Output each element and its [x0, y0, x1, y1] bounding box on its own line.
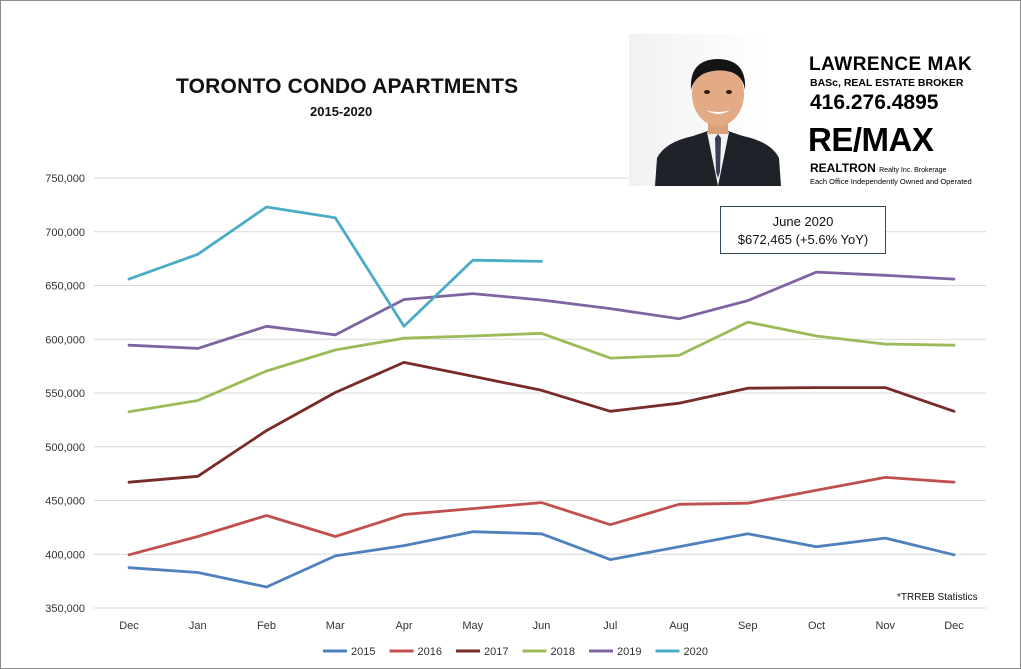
brand-subtitle: REALTRON Realty Inc. Brokerage [810, 161, 946, 175]
agent-photo [655, 59, 781, 186]
y-tick-label: 350,000 [45, 603, 85, 615]
x-tick-label: Feb [257, 620, 276, 632]
series-line-2018 [127, 320, 956, 414]
x-tick-label: Dec [119, 620, 139, 632]
series-lines [127, 205, 956, 589]
y-axis-ticks: 350,000 400,000 450,000 500,000 550,000 600,0… [45, 173, 85, 615]
y-tick-label: 400,000 [45, 549, 85, 561]
legend-label-2017: 2017 [484, 646, 508, 658]
x-tick-label: Jan [189, 620, 207, 632]
x-tick-label: Jun [533, 620, 551, 632]
y-tick-label: 750,000 [45, 173, 85, 185]
legend-label-2016: 2016 [418, 646, 442, 658]
series-line-2017 [127, 360, 956, 484]
legend-label-2015: 2015 [351, 646, 375, 658]
y-tick-label: 650,000 [45, 281, 85, 293]
callout-line-2: $672,465 (+5.6% YoY) [737, 232, 869, 247]
agent-phone: 416.276.4895 [810, 91, 939, 114]
callout-box: June 2020 $672,465 (+5.6% YoY) [720, 206, 886, 254]
x-tick-label: Mar [326, 620, 345, 632]
legend-label-2019: 2019 [617, 646, 641, 658]
brand-subtitle-small: Realty Inc. Brokerage [879, 167, 947, 174]
series-line-2019 [127, 270, 956, 350]
agent-credentials: BASc, REAL ESTATE BROKER [810, 77, 964, 89]
chart-subtitle: 2015-2020 [310, 104, 373, 119]
y-tick-label: 600,000 [45, 334, 85, 346]
brand-tagline: Each Office Independently Owned and Oper… [810, 177, 972, 186]
y-tick-label: 700,000 [45, 227, 85, 239]
legend: 2015 2016 2017 2018 2019 2020 [323, 646, 708, 658]
x-tick-label: Dec [944, 620, 964, 632]
x-tick-label: Sep [738, 620, 758, 632]
source-note: *TRREB Statistics [897, 592, 978, 603]
chart-title: TORONTO CONDO APARTMENTS [176, 75, 519, 98]
x-tick-label: Oct [808, 620, 825, 632]
x-tick-label: Jul [603, 620, 617, 632]
agent-name: LAWRENCE MAK [809, 54, 973, 75]
brand-logo: RE/MAX [808, 121, 934, 158]
agent-banner: LAWRENCE MAK BASc, REAL ESTATE BROKER 41… [629, 34, 1019, 186]
x-tick-label: Apr [395, 620, 412, 632]
series-line-2015 [127, 530, 956, 589]
legend-label-2018: 2018 [551, 646, 575, 658]
y-tick-label: 450,000 [45, 496, 85, 508]
callout-line-1: June 2020 [772, 214, 834, 229]
brand-subtitle-name: REALTRON [810, 161, 876, 175]
x-tick-label: Aug [669, 620, 689, 632]
series-line-2020 [127, 205, 543, 328]
legend-label-2020: 2020 [684, 646, 708, 658]
x-tick-label: May [462, 620, 483, 632]
y-tick-label: 550,000 [45, 388, 85, 400]
y-tick-label: 500,000 [45, 442, 85, 454]
x-tick-label: Nov [875, 620, 895, 632]
series-line-2016 [127, 475, 956, 557]
x-axis-ticks: Dec Jan Feb Mar Apr May Jun Jul Aug Sep Oct Nov Dec [119, 620, 964, 632]
